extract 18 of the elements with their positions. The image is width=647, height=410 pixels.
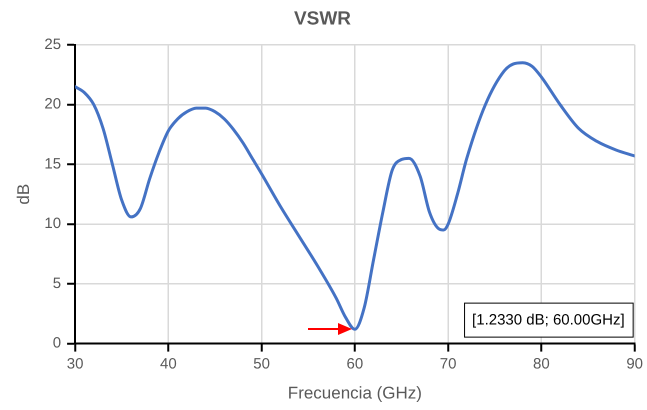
x-tick-label: 70 [440,356,456,373]
annotation: [1.2330 dB; 60.00GHz] [472,312,625,329]
x-tick-label: 50 [253,356,270,373]
y-tick-label: 5 [52,274,62,292]
chart-title: VSWR [294,8,352,30]
y-axis-title: dB [14,184,33,205]
y-tick-label: 25 [44,36,62,53]
line-series [75,61,635,331]
x-tick-label: 30 [66,356,84,373]
x-tick-label: 90 [626,356,643,373]
x-tick-label: 80 [533,356,550,373]
y-tick-label: 20 [44,96,62,113]
y-tick-label: 15 [44,155,62,172]
x-tick-label: 60 [346,356,364,373]
y-tick-label: 0 [52,334,62,352]
y-tick-label: 10 [44,215,62,232]
x-tick-label: 40 [160,356,177,373]
x-axis-title: Frecuencia (GHz) [288,383,422,402]
